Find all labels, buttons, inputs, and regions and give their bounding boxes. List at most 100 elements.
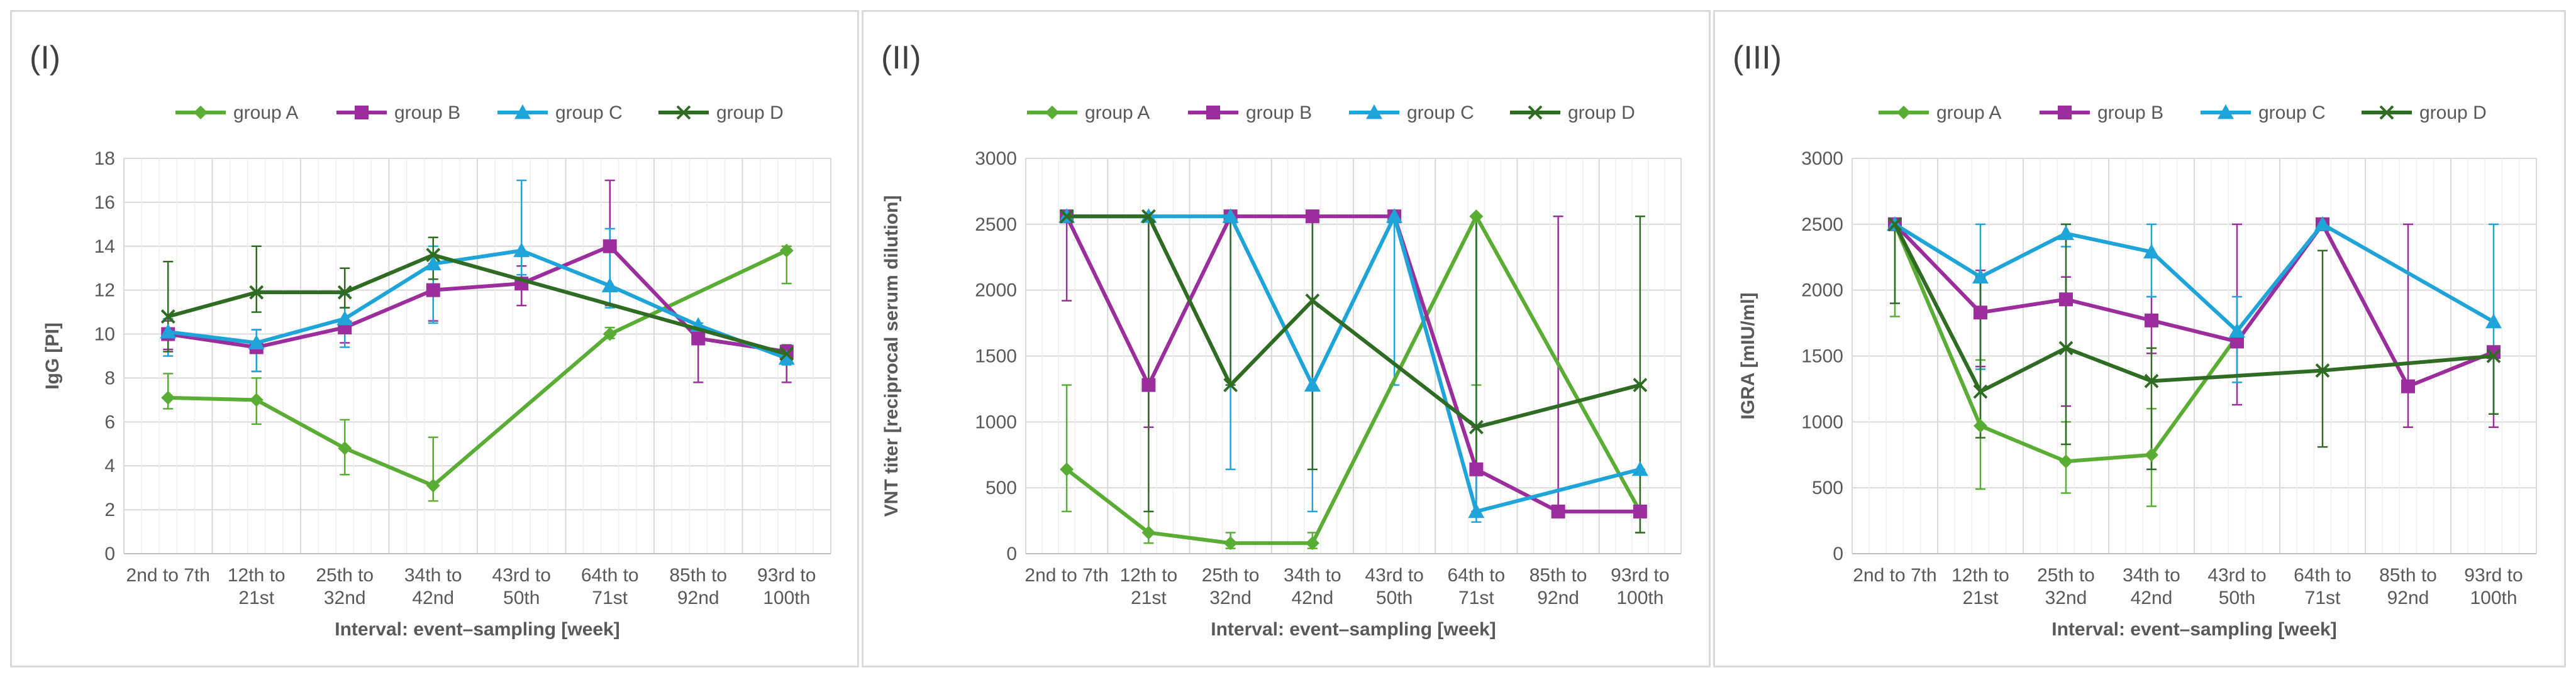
legend-label: group A: [233, 102, 298, 123]
gridlines: [1852, 158, 2537, 554]
x-tick-label: 12th to 21st: [228, 565, 286, 608]
data-point: [779, 243, 794, 258]
y-tick-label: 12: [94, 280, 115, 301]
chart-igg: (I) 0 2 4 6 8 10 12 14 16 18 2nd to 7th 12th to 21st 2…: [30, 40, 831, 640]
x-tick-label: 43rd to 50th: [2207, 565, 2266, 608]
data-point: [1305, 293, 1320, 308]
data-point: [1974, 305, 1987, 320]
panel-label: (II): [881, 40, 921, 76]
data-point: [1469, 209, 1484, 224]
data-point: [778, 349, 795, 365]
data-point: [513, 242, 530, 258]
x-tick-label: 34th to 42nd: [404, 565, 462, 608]
x-tick-label: 43rd to 50th: [1365, 565, 1423, 608]
legend-label: group B: [2097, 102, 2163, 123]
legend-label: group A: [1085, 102, 1150, 123]
data-point: [249, 285, 264, 300]
y-tick-label: 2500: [975, 214, 1017, 235]
legend-marker: [2218, 104, 2234, 119]
data-point: [337, 285, 352, 300]
legend-item-group-c: group C: [1349, 102, 1474, 123]
data-point: [160, 309, 175, 324]
data-point: [1468, 503, 1485, 518]
data-point: [249, 393, 264, 407]
chart-vnt: (II) 0 500 1000 1500 2000 2500 3000 2nd to 7th 12…: [881, 40, 1682, 640]
data-point: [2059, 454, 2073, 469]
data-point: [2058, 341, 2074, 356]
chart-panel-igra: (III) 0 500 1000 1500 2000 2500 3000 2nd to 7th 1…: [1713, 10, 2566, 667]
x-tick-label: 64th to 71st: [2294, 565, 2351, 608]
y-tick-label: 3000: [1801, 148, 1843, 169]
data-point: [425, 255, 441, 271]
data-point: [1141, 378, 1156, 392]
x-tick-label: 34th to 42nd: [1284, 565, 1341, 608]
data-point: [1060, 462, 1074, 476]
series-group-a: [161, 243, 794, 493]
x-tick-label: 93rd to 100th: [2464, 565, 2523, 608]
y-axis-title: IgG [PI]: [42, 322, 63, 390]
series-line: [1067, 214, 1641, 429]
data-point: [2486, 349, 2501, 363]
series-line: [1893, 222, 2495, 388]
series-line: [168, 249, 788, 488]
data-point: [338, 441, 352, 456]
legend: group A group B group C group D: [1027, 102, 1635, 123]
legend-item-group-b: group B: [1188, 102, 1312, 123]
chart-panel-igg: (I) 0 2 4 6 8 10 12 14 16 18 2nd to 7th 12th to 21st 2…: [10, 10, 859, 667]
data-point: [2485, 313, 2502, 329]
legend-label: group A: [1936, 102, 2001, 123]
data-point: [161, 390, 175, 405]
x-axis-title: Interval: event–sampling [week]: [1211, 619, 1496, 640]
data-point: [602, 327, 617, 341]
y-tick-label: 16: [94, 192, 115, 213]
y-tick-label: 0: [104, 544, 115, 564]
data-point: [601, 277, 618, 293]
legend-item-group-b: group B: [2040, 102, 2163, 123]
data-point: [2314, 216, 2331, 231]
data-point: [1222, 208, 1239, 223]
y-tick-label: 2000: [1801, 280, 1843, 301]
x-tick-label: 85th to 92nd: [669, 565, 727, 608]
y-tick-label: 2500: [1801, 214, 1843, 235]
data-point: [1468, 420, 1484, 435]
series-group-d: [1887, 217, 2501, 399]
legend-label: group D: [2419, 102, 2487, 123]
legend-marker: [676, 105, 691, 120]
legend-marker: [1528, 105, 1543, 120]
data-point: [426, 283, 440, 297]
y-tick-label: 1000: [975, 412, 1017, 432]
x-axis-title: Interval: event–sampling [week]: [335, 619, 620, 640]
legend-label: group B: [394, 102, 460, 123]
data-point: [1972, 268, 1989, 284]
legend-marker: [355, 106, 369, 119]
y-tick-label: 14: [94, 236, 115, 257]
y-tick-label: 1500: [1801, 346, 1843, 367]
legend: group A group B group C group D: [1879, 102, 2487, 123]
x-tick-label: 85th to 92nd: [1530, 565, 1587, 608]
data-point: [1141, 525, 1156, 540]
series-line: [167, 248, 787, 360]
data-point: [248, 334, 265, 349]
x-tick-label: 34th to 42nd: [2123, 565, 2180, 608]
y-tick-label: 2: [104, 500, 115, 520]
error-bars-group-d: [1890, 223, 2499, 471]
y-tick-label: 500: [985, 478, 1017, 498]
data-point: [2058, 225, 2074, 240]
series-line: [1065, 214, 1640, 513]
data-point: [1223, 378, 1238, 393]
data-point: [1551, 504, 1565, 518]
y-tick-label: 1500: [975, 346, 1017, 367]
legend-marker: [2379, 105, 2394, 120]
data-point: [1633, 504, 1647, 518]
series-group-d: [1059, 209, 1648, 435]
x-tick-label: 25th to 32nd: [1202, 565, 1260, 608]
y-tick-label: 6: [104, 412, 115, 432]
data-point: [426, 248, 441, 263]
data-point: [2145, 313, 2158, 327]
x-tick-label: 64th to 71st: [581, 565, 639, 608]
x-tick-label: 43rd to 50th: [492, 565, 551, 608]
data-point: [779, 346, 794, 361]
y-tick-label: 18: [94, 148, 115, 169]
series-line: [1893, 223, 2494, 394]
legend-item-group-d: group D: [658, 102, 784, 123]
